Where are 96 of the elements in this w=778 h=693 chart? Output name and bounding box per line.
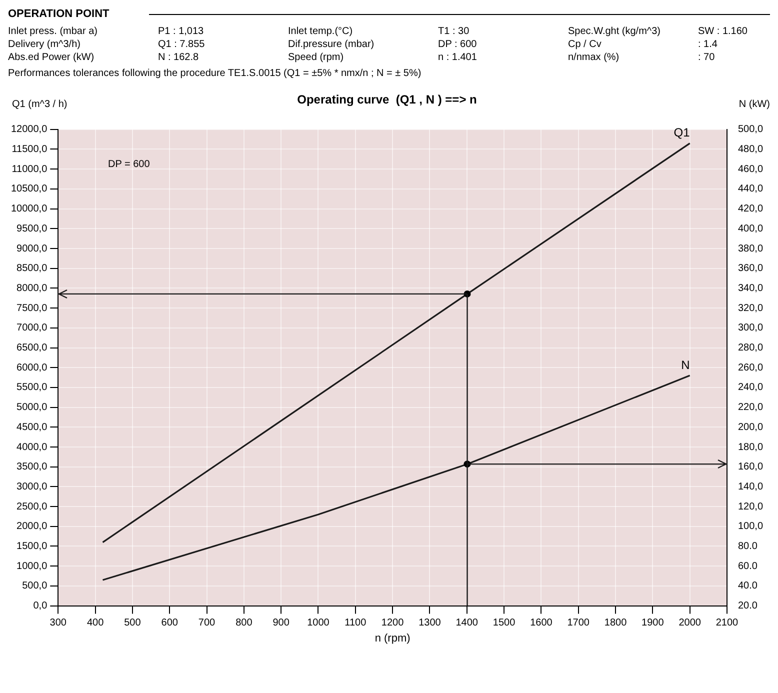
y2-tick-label: 20.0: [738, 600, 758, 612]
x-tick-label: 900: [272, 618, 290, 629]
y2-tick-label: 160,0: [738, 462, 764, 473]
y2-tick-label: 460,0: [738, 164, 764, 175]
x-tick-label: 1700: [567, 618, 590, 629]
text: Speed (rpm): [288, 52, 344, 63]
text: OPERATION POINT: [8, 8, 110, 20]
text: n/nmax (%): [568, 52, 620, 63]
y2-tick-label: 180,0: [738, 442, 764, 453]
x-tick-label: 1000: [307, 618, 330, 629]
text: n : 1.401: [438, 52, 477, 63]
y-tick-label: 5500,0: [16, 382, 48, 394]
y2-tick-label: 140,0: [738, 481, 764, 492]
text: Inlet press. (mbar a): [8, 26, 98, 37]
y-tick-label: 10500,0: [10, 184, 48, 195]
y2-tick-label: 60.0: [738, 560, 758, 572]
y2-tick-label: 260,0: [738, 362, 764, 374]
x-tick-label: 1300: [418, 618, 442, 629]
y-tick-label: 7500,0: [16, 302, 48, 314]
annotation: DP = 600: [108, 159, 150, 170]
chart-title: Operating curve (Q1 , N ) ==> n: [297, 92, 477, 107]
y-tick-label: 3500,0: [16, 462, 48, 473]
x-tick-label: 800: [236, 618, 253, 629]
y2-tick-label: 240,0: [738, 382, 764, 394]
y-tick-label: 3000,0: [16, 481, 48, 492]
y-tick-label: 4000,0: [16, 442, 48, 453]
text: Performances tolerances following the procedure TE1.S.0015 (Q1 = ±5% * nmx/n ; N = ± 5%): [8, 68, 422, 79]
y-tick-label: 500,0: [22, 580, 48, 592]
y2-tick-label: 400,0: [738, 223, 764, 234]
y2-tick-label: 500,0: [738, 124, 764, 136]
text: Cp / Cv: [568, 39, 602, 50]
y-tick-label: 6500,0: [16, 342, 48, 354]
text: N : 162.8: [158, 52, 199, 63]
text: Dif.pressure (mbar): [288, 39, 374, 50]
y-tick-label: 11000,0: [12, 164, 48, 175]
y2-tick-label: 100,0: [738, 521, 764, 532]
y2-tick-label: 380,0: [738, 243, 764, 254]
y-tick-label: 8500,0: [16, 263, 48, 274]
x-tick-label: 1800: [604, 618, 628, 629]
series-label: Q1: [674, 126, 690, 140]
text: DP : 600: [438, 39, 477, 50]
y-tick-label: 7000,0: [16, 322, 48, 334]
y2-tick-label: 440,0: [738, 184, 764, 195]
x-tick-label: 1600: [530, 618, 553, 629]
y-tick-label: 8000,0: [16, 282, 48, 294]
x-tick-label: 500: [124, 618, 142, 629]
text: Abs.ed Power (kW): [8, 52, 94, 63]
y-tick-label: 2500,0: [16, 501, 48, 512]
y-tick-label: 9500,0: [16, 223, 48, 234]
y2-tick-label: 80.0: [738, 541, 758, 552]
text: SW : 1.160: [698, 26, 748, 37]
y-tick-label: 9000,0: [16, 243, 48, 254]
y-tick-label: 6000,0: [16, 362, 48, 374]
x-tick-label: 600: [161, 618, 178, 629]
text: Delivery (m^3/h): [8, 39, 80, 50]
x-tick-label: 700: [198, 618, 216, 629]
text: Inlet temp.(°C): [288, 26, 353, 37]
x-tick-label: 1200: [381, 618, 404, 629]
y-tick-label: 1500,0: [16, 541, 48, 552]
x-tick-label: 2100: [716, 618, 739, 629]
y-tick-label: 2000,0: [16, 521, 48, 532]
y2-axis-title: N (kW): [738, 99, 770, 110]
y-axis-title: Q1 (m^3 / h): [12, 99, 68, 110]
y2-tick-label: 120,0: [738, 501, 764, 512]
y2-tick-label: 200,0: [738, 422, 764, 433]
x-tick-label: 1900: [642, 618, 664, 629]
y-tick-label: 5000,0: [16, 402, 48, 414]
y2-tick-label: 280,0: [738, 342, 764, 354]
y2-tick-label: 300,0: [738, 322, 764, 334]
text: Spec.W.ght (kg/m^3): [568, 26, 660, 37]
series-label: N: [681, 358, 690, 372]
text: : 1.4: [698, 39, 718, 50]
x-tick-label: 1500: [492, 618, 516, 629]
x-tick-label: 1100: [344, 618, 367, 629]
x-tick-label: 300: [50, 618, 67, 629]
y-tick-label: 1000,0: [16, 560, 48, 572]
text: Q1 : 7.855: [158, 39, 205, 50]
x-axis-title: n (rpm): [374, 632, 410, 644]
x-tick-label: 1400: [456, 618, 478, 629]
y-tick-label: 12000,0: [10, 124, 48, 136]
y-tick-label: 11500,0: [12, 144, 48, 155]
y-tick-label: 10000,0: [10, 204, 48, 215]
text: P1 : 1,013: [158, 26, 204, 37]
y2-tick-label: 320,0: [738, 302, 764, 314]
y-tick-label: 4500,0: [16, 422, 48, 433]
y-tick-label: 0,0: [33, 600, 48, 612]
y2-tick-label: 480,0: [738, 144, 764, 155]
y2-tick-label: 220,0: [738, 402, 764, 414]
y2-tick-label: 340,0: [738, 282, 764, 294]
text: : 70: [698, 52, 715, 63]
y2-tick-label: 40.0: [738, 580, 758, 592]
y2-tick-label: 420,0: [738, 204, 764, 215]
x-tick-label: 2000: [678, 618, 702, 629]
y2-tick-label: 360,0: [738, 263, 764, 274]
text: T1 : 30: [438, 26, 470, 37]
x-tick-label: 400: [86, 618, 104, 629]
